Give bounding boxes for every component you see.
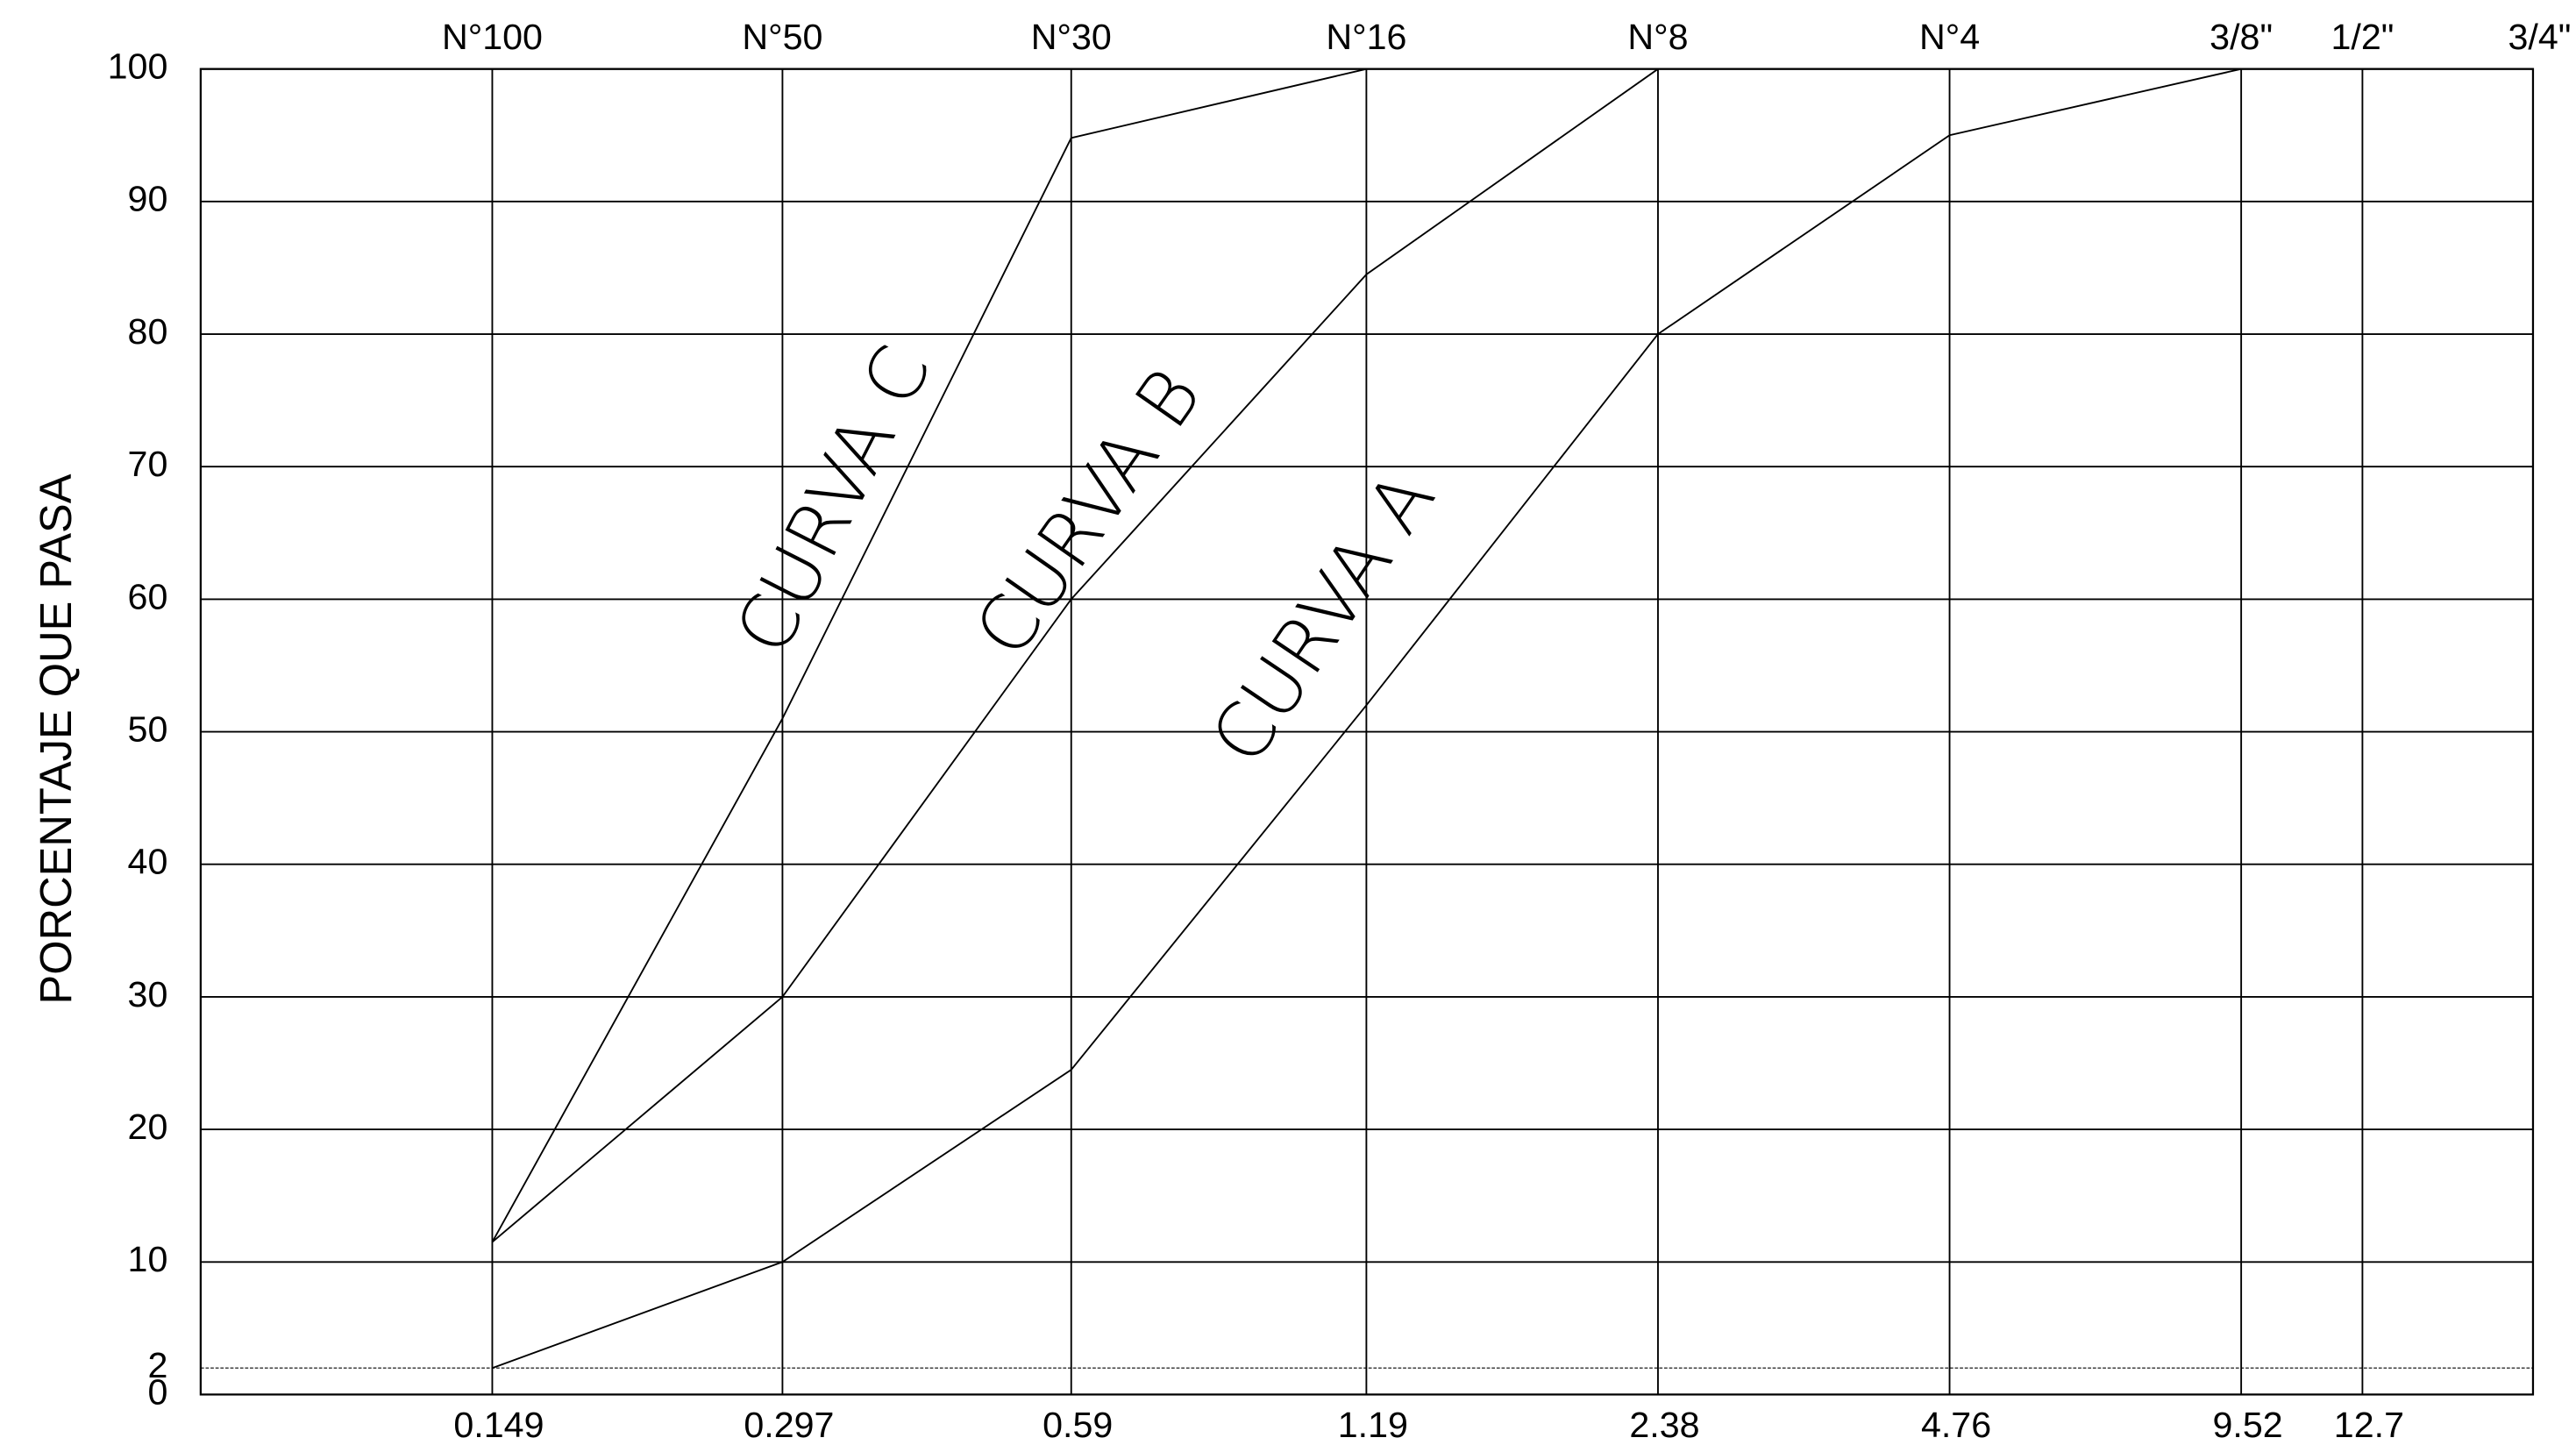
top-tick-label: 1/2" <box>2330 17 2394 57</box>
x-tick-label: 0.59 <box>1042 1405 1113 1445</box>
top-tick-label: N°16 <box>1326 17 1406 57</box>
top-tick-label: N°4 <box>1919 17 1980 57</box>
curve-label: CURVA C <box>719 333 948 668</box>
top-tick-label: 3/8" <box>2210 17 2273 57</box>
curve-label: CURVA B <box>958 353 1219 673</box>
y-tick-label: 20 <box>128 1107 168 1147</box>
data-line <box>491 68 1659 1243</box>
x-tick-label: 4.76 <box>1921 1405 1991 1445</box>
x-tick-label: 2.38 <box>1629 1405 1699 1445</box>
x-tick-label: 0.297 <box>744 1405 834 1445</box>
y-tick-label: 40 <box>128 842 168 882</box>
x-tick-label: 1.19 <box>1338 1405 1408 1445</box>
top-tick-label: N°50 <box>742 17 822 57</box>
data-line <box>492 68 2242 1370</box>
y-tick-label: 0 <box>147 1371 167 1412</box>
y-tick-label: 60 <box>128 576 168 616</box>
y-tick-label: 80 <box>128 311 168 352</box>
x-tick-label: 0.149 <box>453 1405 544 1445</box>
y-tick-label: 70 <box>128 444 168 484</box>
y-tick-label: 50 <box>128 708 168 749</box>
top-tick-label: N°30 <box>1031 17 1112 57</box>
data-line <box>491 68 1367 1243</box>
y-tick-label: 90 <box>128 179 168 219</box>
y-axis-title: PORCENTAJE QUE PASA <box>31 473 81 1004</box>
y-tick-label: 30 <box>128 974 168 1014</box>
y-tick-label: 100 <box>108 46 168 87</box>
x-tick-label: 9.52 <box>2213 1405 2283 1445</box>
x-tick-label: 12.7 <box>2334 1405 2404 1445</box>
top-tick-label: N°100 <box>442 17 543 57</box>
y-tick-label: 10 <box>128 1239 168 1279</box>
top-tick-label: N°8 <box>1627 17 1688 57</box>
y-tick-label: 2 <box>147 1345 167 1385</box>
top-tick-label: 3/4" <box>2508 17 2572 57</box>
